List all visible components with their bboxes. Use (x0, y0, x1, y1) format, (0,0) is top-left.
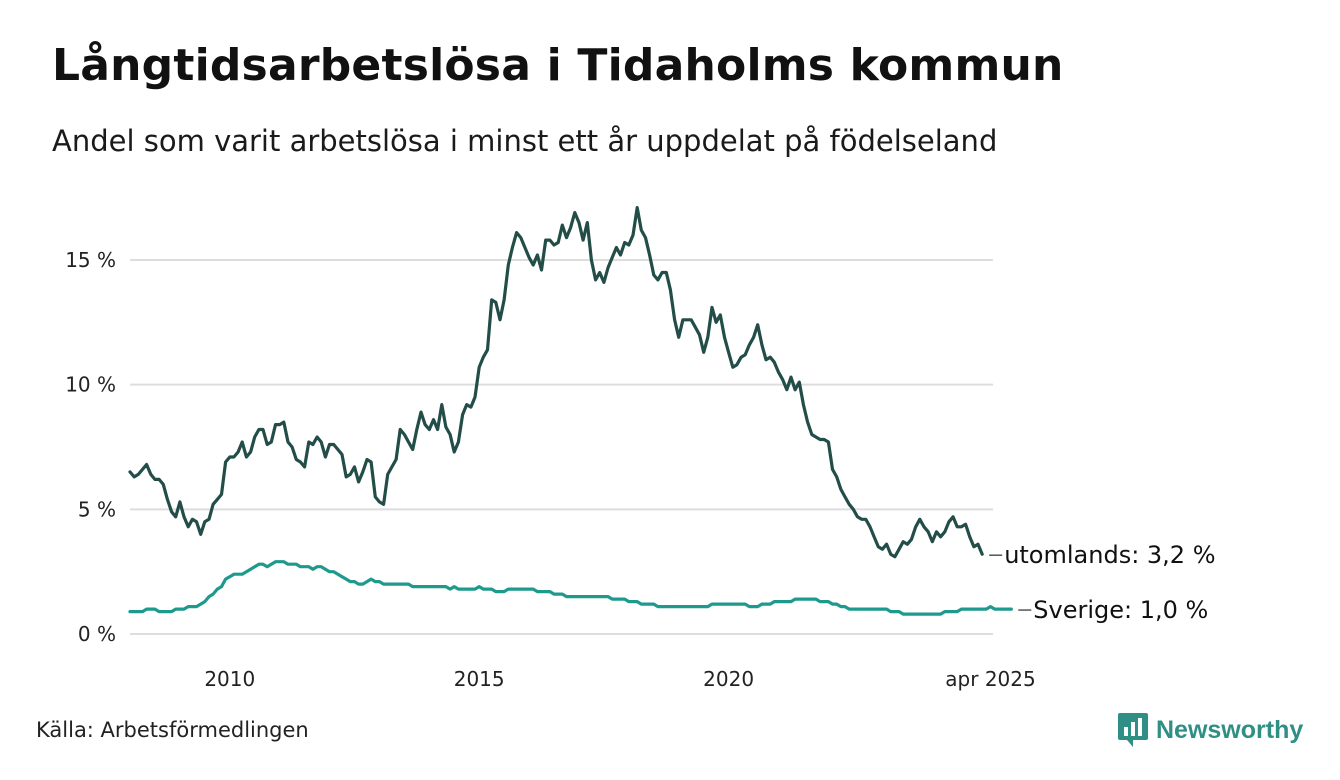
y-axis-tick-labels: 0 % 5 % 10 % 15 % (65, 248, 116, 646)
brand-name: Newsworthy (1156, 715, 1304, 744)
x-tick-label: 2015 (454, 667, 505, 691)
source-note: Källa: Arbetsförmedlingen (36, 718, 309, 742)
x-tick-label: 2020 (703, 667, 754, 691)
y-tick-label: 5 % (78, 497, 116, 521)
series-line-sverige (128, 560, 1013, 616)
chart-title: Långtidsarbetslösa i Tidaholms kommun (52, 40, 1064, 91)
chart-subtitle: Andel som varit arbetslösa i minst ett å… (52, 124, 998, 158)
line-chart: 0 % 5 % 10 % 15 % 2010 2015 2020 apr 2025 utom… (65, 206, 1216, 691)
series-end-labels: utomlands: 3,2 % Sverige: 1,0 % (989, 541, 1216, 624)
grid-lines (130, 259, 993, 635)
y-tick-label: 10 % (65, 373, 116, 397)
y-tick-label: 15 % (65, 248, 116, 272)
end-label-sverige: Sverige: 1,0 % (1033, 596, 1208, 624)
x-tick-label: 2010 (204, 667, 255, 691)
series-lines (128, 206, 1013, 616)
end-label-utomlands: utomlands: 3,2 % (1004, 541, 1215, 569)
series-line-utomlands (128, 206, 984, 559)
x-tick-label: apr 2025 (945, 667, 1035, 691)
brand-logo: Newsworthy (1118, 712, 1303, 748)
x-axis-tick-labels: 2010 2015 2020 apr 2025 (204, 667, 1035, 691)
y-tick-label: 0 % (78, 622, 116, 646)
newsworthy-logo-icon (1118, 713, 1148, 747)
